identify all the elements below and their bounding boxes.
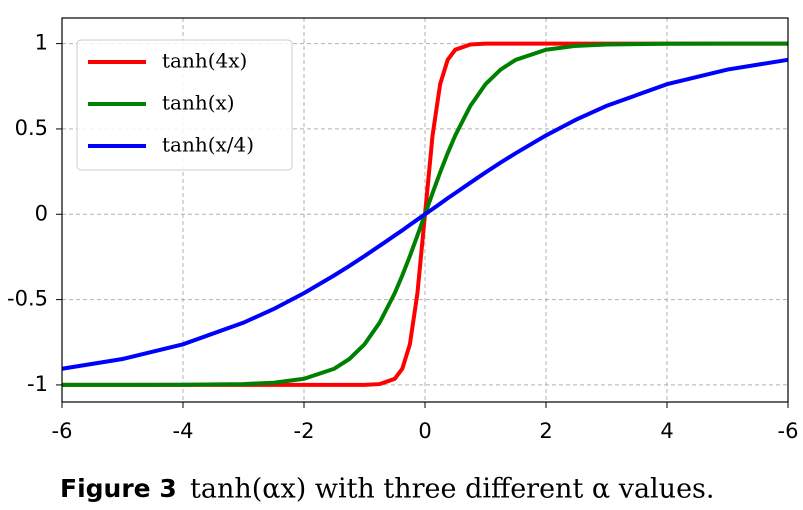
legend-label: tanh(x/4) — [162, 133, 254, 157]
y-tick-label: 1 — [35, 31, 48, 55]
legend-label: tanh(4x) — [162, 49, 247, 73]
x-tick-label: -6 — [52, 419, 73, 443]
x-tick-label: 4 — [660, 419, 673, 443]
legend-box — [76, 39, 293, 171]
caption-label: Figure 3 — [60, 474, 177, 503]
y-tick-label: 0 — [35, 201, 48, 225]
x-tick-label: 2 — [539, 419, 552, 443]
x-tick-label: -2 — [294, 419, 315, 443]
line-series — [61, 57, 789, 371]
y-tick-label: -0.5 — [7, 287, 48, 311]
legend-label: tanh(x) — [162, 91, 235, 115]
legend: tanh(4x) tanh(x) tanh(x/4) — [76, 39, 293, 171]
y-tick-label: -1 — [27, 372, 48, 396]
caption-text: tanh(αx) with three different α values. — [190, 474, 714, 505]
x-tick-label: -4 — [173, 419, 194, 443]
x-tick-label: -6 — [778, 419, 799, 443]
x-tick-label: 0 — [418, 419, 431, 443]
y-tick-label: 0.5 — [15, 116, 48, 140]
plot-frame — [61, 17, 789, 403]
